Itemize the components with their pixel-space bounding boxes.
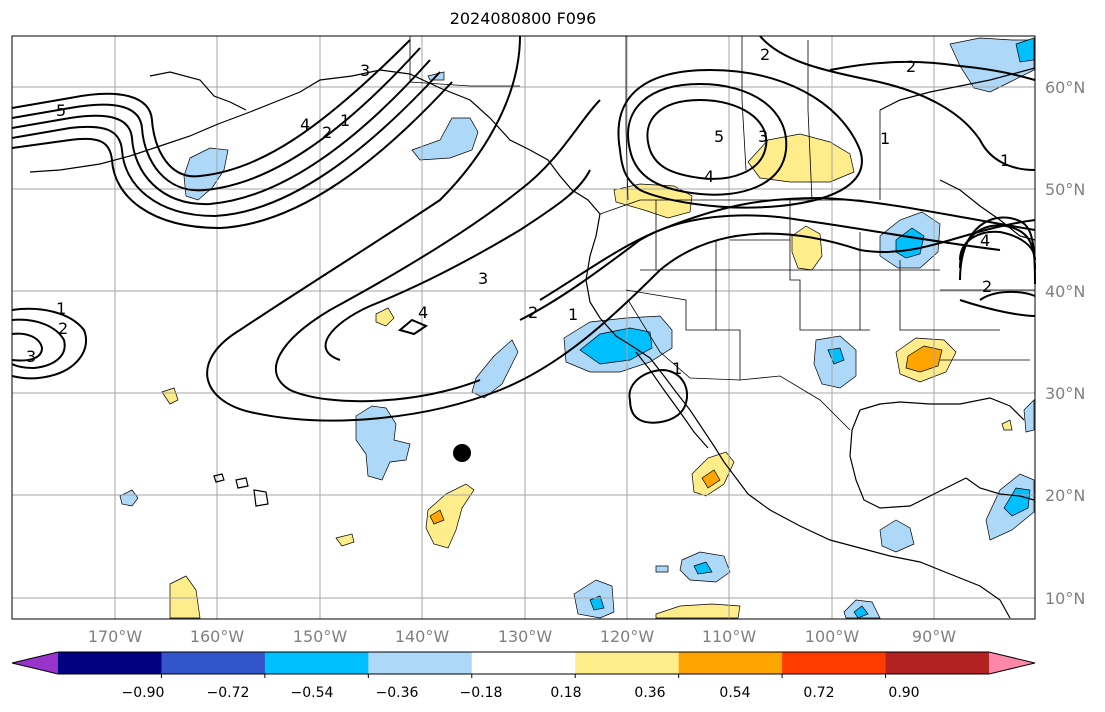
contour-label: 4 <box>704 167 714 186</box>
anomaly-positive-region <box>169 575 201 619</box>
latitude-labels: 60°N 50°N 40°N 30°N 20°N 10°N <box>1045 78 1085 608</box>
colorbar-tick-label: 0.54 <box>719 685 750 701</box>
contour-label: 3 <box>478 269 488 288</box>
contour-label: 5 <box>56 101 66 120</box>
colorbar-segment <box>471 652 576 674</box>
colorbar-segment <box>161 652 266 674</box>
black-dot-marker <box>453 444 471 462</box>
anomaly-positive-region <box>655 603 741 619</box>
colorbar-extend-high <box>989 652 1035 674</box>
contour-label: 5 <box>714 127 724 146</box>
colorbar-segment <box>678 652 783 674</box>
anomaly-positive-region <box>791 225 823 271</box>
map-title: 2024080800 F096 <box>449 9 597 28</box>
anomaly-negative-region <box>655 565 669 573</box>
map-frame <box>11 35 1036 620</box>
contour-label: 2 <box>58 319 68 338</box>
anomaly-positive-region <box>425 483 475 549</box>
contour-label-layer: 5 4 3 2 1 2 1 5 4 3 2 1 4 3 2 1 1 2 3 2 … <box>26 45 1010 378</box>
lat-tick-label: 30°N <box>1045 384 1085 403</box>
contour-label: 4 <box>980 231 990 250</box>
anomaly-positive-region <box>335 533 355 547</box>
contour-label: 4 <box>418 303 428 322</box>
colorbar-segment <box>782 652 887 674</box>
lat-tick-label: 60°N <box>1045 78 1085 97</box>
anomaly-negative-region <box>1023 399 1035 433</box>
lat-tick-label: 10°N <box>1045 589 1085 608</box>
lon-tick-label: 100°W <box>805 627 860 646</box>
contour-label: 4 <box>300 115 310 134</box>
colorbar-tick-label: −0.18 <box>460 685 503 701</box>
lon-tick-label: 90°W <box>912 627 956 646</box>
anomaly-negative-region <box>579 327 653 365</box>
contour-label: 2 <box>982 277 992 296</box>
map-background <box>12 36 1035 619</box>
lon-tick-label: 170°W <box>88 627 143 646</box>
lat-tick-label: 50°N <box>1045 180 1085 199</box>
contour-label: 2 <box>760 45 770 64</box>
contour-label: 1 <box>340 111 350 130</box>
anomaly-negative-region <box>1015 37 1035 63</box>
colorbar-extend-low <box>12 652 58 674</box>
lon-tick-label: 160°W <box>190 627 245 646</box>
anomaly-positive-region <box>701 469 721 489</box>
contour-label: 1 <box>880 129 890 148</box>
anomaly-fill-layer <box>119 37 1035 619</box>
contour-label: 2 <box>528 303 538 322</box>
anomaly-positive-region <box>161 387 179 405</box>
colorbar-outline <box>11 651 1036 675</box>
lat-tick-label: 20°N <box>1045 486 1085 505</box>
contour-label: 3 <box>360 61 370 80</box>
contour-label: 1 <box>672 359 682 378</box>
longitude-labels: 170°W 160°W 150°W 140°W 130°W 120°W 110°… <box>88 627 956 646</box>
anomaly-negative-region <box>879 519 915 553</box>
colorbar-segment <box>58 652 162 674</box>
colorbar-segment <box>575 652 680 674</box>
colorbar-tick-label: −0.36 <box>376 685 419 701</box>
colorbar-segment <box>264 652 369 674</box>
anomaly-positive-region <box>1001 419 1013 431</box>
political-borders <box>409 36 1035 431</box>
lat-tick-label: 40°N <box>1045 282 1085 301</box>
colorbar-segment <box>368 652 473 674</box>
anomaly-negative-region <box>119 489 139 507</box>
colorbar-tick-label: −0.54 <box>291 685 334 701</box>
anomaly-positive-region <box>905 345 943 373</box>
anomaly-positive-region <box>747 133 855 183</box>
anomaly-negative-region <box>693 561 713 575</box>
contour-label: 3 <box>26 347 36 366</box>
colorbar-tick-label: 0.36 <box>634 685 665 701</box>
colorbar-tick-labels: −0.90 −0.72 −0.54 −0.36 −0.18 0.18 0.36 … <box>122 685 920 701</box>
lon-tick-label: 120°W <box>600 627 655 646</box>
lon-tick-label: 110°W <box>702 627 757 646</box>
graticule <box>12 36 1035 619</box>
colorbar-tick-label: −0.90 <box>122 685 165 701</box>
colorbar-tick-label: 0.90 <box>888 685 919 701</box>
contour-label: 2 <box>906 57 916 76</box>
anomaly-positive-region <box>613 183 693 219</box>
colorbar <box>11 651 1036 678</box>
contour-lines <box>11 35 1036 424</box>
lon-tick-label: 140°W <box>395 627 450 646</box>
contour-label: 1 <box>1000 151 1010 170</box>
colorbar-tick-label: −0.72 <box>207 685 250 701</box>
colorbar-tick-label: 0.18 <box>550 685 581 701</box>
anomaly-positive-region <box>375 307 395 327</box>
contour-label: 2 <box>322 123 332 142</box>
anomaly-negative-region <box>589 595 605 611</box>
colorbar-segment <box>885 652 990 674</box>
contour-label: 1 <box>56 299 66 318</box>
contour-label: 3 <box>758 127 768 146</box>
lon-tick-label: 150°W <box>293 627 348 646</box>
anomaly-positive-region <box>429 509 445 525</box>
anomaly-negative-region <box>411 117 479 161</box>
anomaly-negative-region <box>355 405 411 481</box>
lon-tick-label: 130°W <box>498 627 553 646</box>
colorbar-tick-label: 0.72 <box>803 685 834 701</box>
contour-label: 1 <box>568 305 578 324</box>
anomaly-negative-region <box>853 605 869 619</box>
